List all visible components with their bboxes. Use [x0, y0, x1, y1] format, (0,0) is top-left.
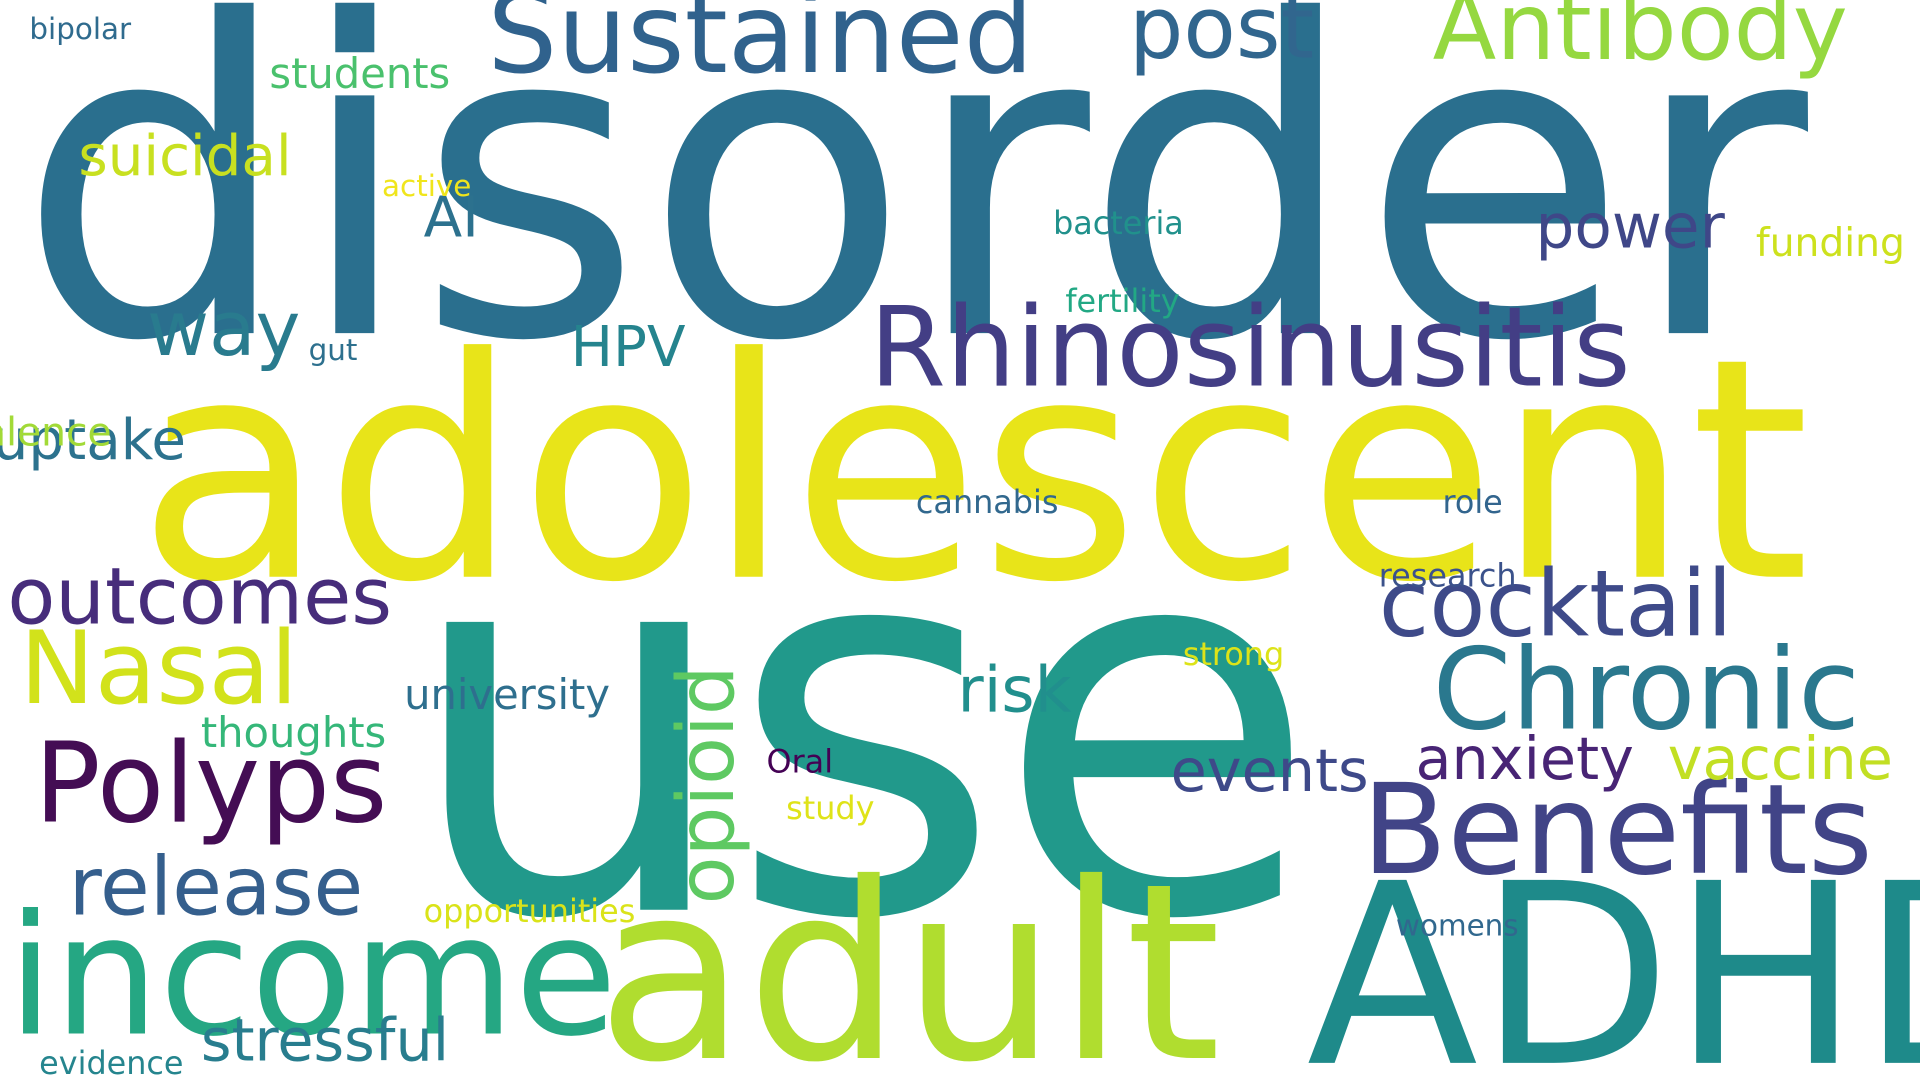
word-stressful: stressful	[200, 1006, 450, 1076]
word-Benefits: Benefits	[1361, 757, 1873, 904]
word-adolescent: adolescent	[137, 292, 1810, 649]
word-students: students	[269, 50, 451, 100]
word-bacteria: bacteria	[1053, 205, 1184, 243]
word-womens: womens	[1395, 908, 1519, 943]
word-suicidal: suicidal	[78, 122, 292, 189]
word-outcomes: outcomes	[7, 552, 393, 643]
word-active: active	[382, 168, 472, 204]
word-anxiety: anxiety	[1415, 724, 1634, 794]
word-fertility: fertility	[1065, 284, 1180, 321]
word-bipolar: bipolar	[29, 12, 132, 47]
word-Oral: Oral	[766, 744, 834, 782]
word-Rhinosinusitis: Rhinosinusitis	[869, 284, 1631, 413]
word-gut: gut	[308, 333, 358, 368]
word-release: release	[68, 840, 364, 935]
word-opportunities: opportunities	[423, 893, 636, 931]
word-strong: strong	[1182, 636, 1285, 674]
word-Nasal: Nasal	[19, 611, 298, 728]
word-role: role	[1442, 484, 1503, 522]
word-prevalence: prevalence	[0, 408, 112, 456]
word-university: university	[404, 671, 611, 721]
word-cannabis: cannabis	[915, 484, 1059, 522]
word-research: research	[1378, 558, 1517, 596]
word-way: way	[146, 284, 301, 374]
word-thoughts: thoughts	[200, 708, 387, 758]
word-funding: funding	[1755, 219, 1905, 266]
word-cocktail: cocktail	[1378, 549, 1733, 658]
word-Chronic: Chronic	[1432, 624, 1861, 756]
word-disorder: disorder	[17, 0, 1810, 436]
word-evidence: evidence	[39, 1045, 184, 1080]
word-Sustained: Sustained	[487, 0, 1034, 100]
word-uptake: uptake	[0, 406, 186, 473]
word-AI: AI	[423, 183, 479, 250]
word-vaccine: vaccine	[1667, 724, 1893, 794]
word-power: power	[1535, 191, 1725, 263]
word-study: study	[786, 791, 875, 828]
word-ADHD: ADHD	[1306, 831, 1920, 1080]
word-opioid: opioid	[661, 665, 753, 905]
word-Antibody: Antibody	[1432, 0, 1848, 81]
word-use: use	[401, 422, 1319, 1035]
word-HPV: HPV	[570, 313, 686, 380]
word-adult: adult	[596, 831, 1222, 1080]
word-income: income	[7, 880, 618, 1074]
word-events: events	[1170, 737, 1369, 806]
word-risk: risk	[957, 653, 1072, 728]
word-post: post	[1128, 0, 1315, 79]
word-Polyps: Polyps	[34, 720, 388, 849]
